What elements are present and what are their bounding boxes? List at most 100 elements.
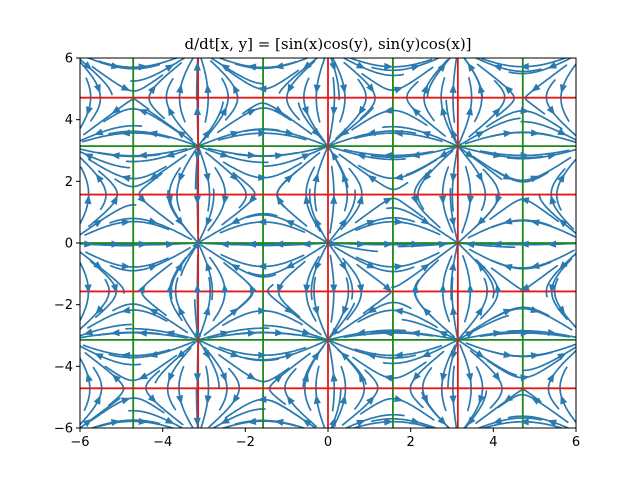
- streamline-arrow-99: [342, 305, 349, 316]
- streamline-arrow-132: [257, 262, 267, 271]
- streamline-arrow-202: [203, 172, 211, 183]
- streamline-arrow-141: [502, 263, 513, 271]
- streamline-arrow-158: [465, 240, 475, 249]
- streamline-arrow-301: [437, 62, 447, 72]
- streamline-arrow-126: [93, 261, 103, 270]
- streamline-arrow-8: [302, 418, 312, 428]
- x-tick-label-0: −6: [70, 435, 89, 450]
- streamline-arrow-73: [110, 329, 120, 337]
- y-tick-label-0: −6: [54, 422, 73, 437]
- streamline-arrow-280: [366, 83, 375, 93]
- streamline-arrow-292: [193, 61, 201, 71]
- streamline-arrow-68: [475, 349, 485, 358]
- streamline-arrow-150: [246, 240, 256, 248]
- streamline-arrow-221: [219, 150, 230, 158]
- streamline-arrow-263: [383, 106, 393, 114]
- streamline-arrow-39: [168, 372, 175, 383]
- streamline-arrow-164: [148, 217, 158, 225]
- streamline-arrow-209: [393, 173, 404, 181]
- streamline-arrow-199: [121, 174, 131, 182]
- streamline-arrow-235: [120, 129, 131, 137]
- streamline-arrow-29: [393, 395, 404, 403]
- streamline-arrow-249: [503, 130, 513, 138]
- streamline-arrow-65: [393, 351, 403, 359]
- streamline-arrow-80: [301, 328, 312, 336]
- streamline-arrow-212: [475, 172, 483, 183]
- streamline-arrow-133: [285, 261, 295, 269]
- streamline-arrow-236: [148, 130, 158, 138]
- streamline-arrow-231: [492, 151, 503, 159]
- streamline-arrow-32: [478, 394, 486, 405]
- streamline-67: [447, 339, 459, 390]
- streamline-arrow-291: [164, 64, 175, 72]
- streamline-arrow-193: [438, 195, 447, 205]
- streamline-arrow-238: [202, 129, 211, 139]
- streamline-arrow-186: [248, 194, 258, 204]
- streamline-arrow-102: [422, 307, 432, 317]
- streamline-arrow-86: [464, 330, 475, 339]
- streamline-arrow-293: [220, 63, 231, 72]
- streamline-arrow-265: [440, 106, 448, 116]
- streamline-arrow-177: [502, 217, 513, 225]
- streamline-arrow-269: [546, 105, 555, 116]
- streamline-arrow-34: [530, 397, 541, 405]
- streamline-arrow-58: [202, 349, 211, 360]
- streamline-arrow-232: [520, 151, 530, 160]
- streamline-arrow-67: [450, 350, 458, 361]
- streamline-arrow-117: [330, 284, 338, 294]
- streamline-arrow-42: [246, 372, 257, 380]
- streamline-arrow-15: [492, 417, 503, 425]
- streamline-arrow-137: [394, 263, 404, 271]
- streamline-arrow-208: [367, 174, 377, 183]
- streamline-arrow-210: [422, 172, 432, 182]
- streamline-arrow-303: [492, 64, 503, 72]
- streamline-arrow-25: [286, 395, 295, 405]
- streamline-arrow-70: [530, 352, 541, 360]
- streamline-arrow-274: [204, 83, 212, 94]
- streamline-arrow-145: [111, 240, 121, 248]
- streamline-arrow-2: [138, 417, 148, 426]
- streamline-arrow-12: [410, 417, 421, 425]
- streamline-arrow-300: [410, 64, 421, 72]
- streamline-arrow-166: [205, 216, 213, 227]
- streamline-arrow-168: [257, 218, 267, 226]
- streamline-arrow-190: [356, 194, 364, 205]
- streamline-arrow-162: [93, 219, 103, 228]
- streamline-arrow-163: [121, 218, 131, 227]
- streamline-arrow-296: [302, 61, 312, 70]
- streamline-arrow-283: [449, 83, 457, 93]
- streamline-arrow-179: [558, 218, 568, 228]
- streamline-arrow-178: [530, 219, 540, 227]
- streamline-arrow-85: [438, 330, 449, 338]
- streamline-arrow-52: [520, 374, 530, 382]
- streamline-arrow-226: [356, 152, 366, 160]
- streamline-arrow-224: [301, 153, 312, 161]
- streamline-arrow-216: [83, 153, 94, 161]
- streamline-arrow-266: [465, 106, 473, 116]
- streamline-arrow-259: [273, 105, 284, 114]
- streamline-arrow-115: [276, 283, 284, 294]
- streamline-arrow-299: [384, 62, 394, 70]
- streamline-arrow-44: [301, 372, 309, 383]
- streamline-arrow-272: [147, 84, 157, 95]
- x-tick-label-2: −2: [236, 435, 255, 450]
- streamline-arrow-48: [412, 372, 421, 382]
- streamline-arrow-66: [421, 350, 432, 358]
- streamline-arrow-251: [557, 128, 567, 136]
- streamline-arrow-5: [220, 416, 230, 425]
- streamline-arrow-188: [303, 194, 311, 205]
- streamline-arrow-109: [110, 283, 118, 294]
- streamline-arrow-285: [504, 85, 514, 95]
- streamline-arrow-90: [95, 305, 104, 315]
- streamline-arrow-247: [451, 128, 458, 139]
- streamline-arrow-64: [366, 352, 377, 360]
- streamline-arrow-182: [137, 194, 147, 204]
- streamline-arrow-62: [311, 351, 320, 361]
- streamline-arrow-277: [287, 83, 295, 94]
- streamline-arrow-120: [411, 283, 419, 294]
- streamline-arrow-220: [194, 151, 202, 161]
- y-tick-label-6: 6: [65, 52, 73, 67]
- streamline-arrow-63: [340, 351, 350, 361]
- streamline-arrow-304: [519, 62, 529, 71]
- streamline-arrow-217: [110, 152, 120, 160]
